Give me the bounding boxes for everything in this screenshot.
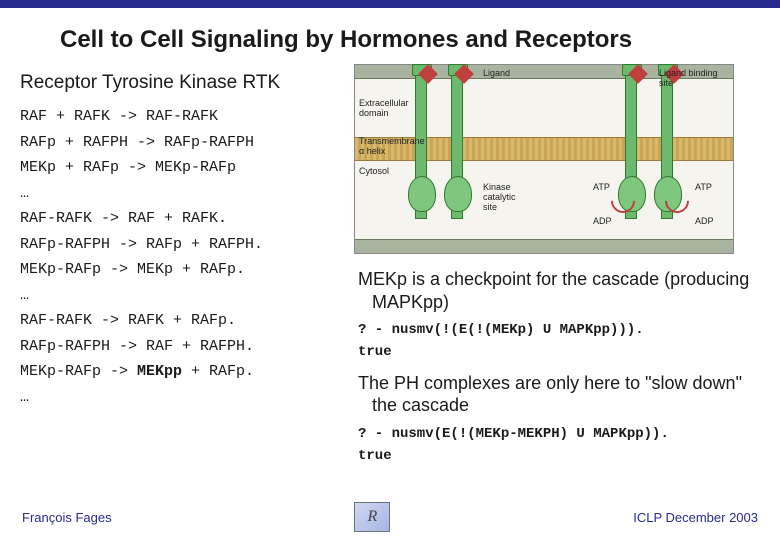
rule-dots-2: … [20,283,340,309]
rule-5: RAFp-RAFPH -> RAFp + RAFPH. [20,232,340,258]
rule-8: RAFp-RAFPH -> RAF + RAFPH. [20,334,340,360]
label-kinase: Kinase catalytic site [483,183,527,213]
label-atp-2: ATP [695,183,712,193]
explanation-2: The PH complexes are only here to "slow … [368,372,760,417]
top-accent-bar [0,0,780,8]
rule-6: MEKp-RAFp -> MEKp + RAFp. [20,257,340,283]
content-area: Receptor Tyrosine Kinase RTK RAF + RAFK … [0,64,780,468]
label-transmembrane: Transmembrane α helix [359,137,423,157]
rule-7: RAF-RAFK -> RAFK + RAFp. [20,308,340,334]
footer-logo-icon: R [354,502,390,532]
receptor-2-kinase [444,176,472,212]
rule-9-b: MEKpp [137,363,182,380]
rule-dots-3: … [20,385,340,411]
left-column: Receptor Tyrosine Kinase RTK RAF + RAFK … [20,64,340,468]
diagram-bottom-band [355,239,733,253]
right-column: Ligand Ligand binding site Extracellular… [354,64,760,468]
receptor-2 [451,69,463,219]
rule-3: MEKp + RAFp -> MEKp-RAFp [20,155,340,181]
rule-9-a: MEKp-RAFp -> [20,363,137,380]
rule-9-c: + RAFp. [182,363,254,380]
label-ligand: Ligand [483,69,510,79]
query-1: ? - nusmv(!(E(!(MEKp) U MAPKpp))). [354,319,760,341]
footer-author: François Fages [22,510,112,525]
rule-4: RAF-RAFK -> RAF + RAFK. [20,206,340,232]
label-adp-2: ADP [695,217,714,227]
label-adp-1: ADP [593,217,612,227]
query-1-result: true [354,341,760,363]
query-2-result: true [354,445,760,467]
rule-2: RAFp + RAFPH -> RAFp-RAFPH [20,130,340,156]
label-cytosol: Cytosol [359,167,389,177]
subtitle: Receptor Tyrosine Kinase RTK [20,72,340,94]
label-extracellular: Extracellular domain [359,99,415,119]
rule-9: MEKp-RAFp -> MEKpp + RAFp. [20,359,340,385]
rule-1: RAF + RAFK -> RAF-RAFK [20,104,340,130]
footer-venue: ICLP December 2003 [633,510,758,525]
rule-dots-1: … [20,181,340,207]
rtk-diagram: Ligand Ligand binding site Extracellular… [354,64,734,254]
receptor-1-kinase [408,176,436,212]
label-atp-1: ATP [593,183,610,193]
query-2: ? - nusmv(E(!(MEKp-MEKPH) U MAPKpp)). [354,423,760,445]
explanation-1: MEKp is a checkpoint for the cascade (pr… [368,268,760,313]
footer: François Fages R ICLP December 2003 [22,502,758,532]
label-ligand-binding: Ligand binding site [659,69,729,89]
slide-title: Cell to Cell Signaling by Hormones and R… [0,8,780,64]
